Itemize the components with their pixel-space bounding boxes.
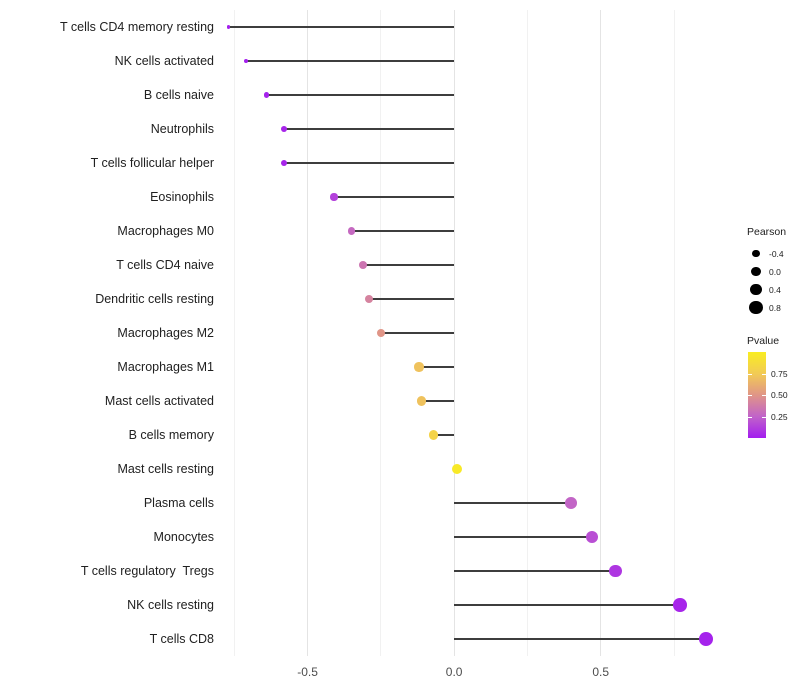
size-legend-dot bbox=[752, 249, 760, 258]
data-point bbox=[365, 294, 374, 304]
category-label: T cells CD8 bbox=[149, 632, 214, 646]
pvalue-colorbar bbox=[748, 352, 766, 438]
data-point bbox=[243, 58, 249, 64]
stem-line bbox=[266, 94, 455, 96]
stem-line bbox=[228, 26, 455, 28]
x-axis-tick-label: -0.5 bbox=[297, 665, 318, 679]
stem-line bbox=[454, 570, 616, 572]
category-label: B cells memory bbox=[128, 428, 214, 442]
category-label: Monocytes bbox=[153, 530, 214, 544]
category-label: T cells regulatory Tregs bbox=[80, 564, 214, 578]
category-label: Macrophages M0 bbox=[117, 224, 214, 238]
stem-line bbox=[380, 332, 455, 334]
category-label: T cells follicular helper bbox=[90, 156, 214, 170]
category-label: NK cells activated bbox=[114, 54, 214, 68]
data-point bbox=[673, 598, 687, 612]
category-label: Mast cells activated bbox=[104, 394, 214, 408]
stem-line bbox=[454, 536, 592, 538]
data-point bbox=[263, 92, 270, 98]
colorbar-tick-label: 0.25 bbox=[771, 411, 788, 422]
category-label: Eosinophils bbox=[150, 190, 214, 204]
data-point bbox=[585, 530, 598, 544]
stem-line bbox=[454, 604, 680, 606]
gridline bbox=[307, 10, 309, 656]
category-label: Mast cells resting bbox=[117, 462, 214, 476]
x-axis-tick-label: 0.5 bbox=[592, 665, 610, 679]
size-legend-label: -0.4 bbox=[769, 248, 784, 259]
gridline bbox=[453, 10, 455, 656]
data-point bbox=[281, 160, 287, 166]
category-label: T cells CD4 naive bbox=[116, 258, 214, 272]
data-point bbox=[226, 25, 231, 29]
stem-line bbox=[421, 400, 455, 402]
colorbar-tick-mark bbox=[748, 416, 752, 418]
stem-line bbox=[369, 298, 455, 300]
colorbar-tick-label: 0.50 bbox=[771, 390, 788, 400]
stem-line bbox=[245, 60, 455, 62]
category-label: B cells naive bbox=[143, 88, 214, 102]
category-label: NK cells resting bbox=[127, 598, 214, 612]
size-legend-label: 0.8 bbox=[769, 302, 781, 313]
category-label: Macrophages M2 bbox=[117, 326, 214, 340]
colorbar-tick-mark bbox=[748, 373, 752, 375]
data-point bbox=[565, 497, 578, 509]
size-legend-label: 0.4 bbox=[769, 284, 781, 295]
size-legend-label: 0.0 bbox=[769, 266, 781, 277]
size-legend-title: Pearson bbox=[747, 226, 787, 238]
category-label: Dendritic cells resting bbox=[95, 292, 214, 306]
size-legend-dot bbox=[749, 300, 763, 315]
data-point bbox=[452, 464, 463, 474]
stem-line bbox=[363, 264, 455, 266]
category-label: Plasma cells bbox=[143, 496, 214, 510]
stem-line bbox=[454, 638, 707, 640]
data-point bbox=[699, 632, 714, 646]
stem-line bbox=[351, 230, 455, 232]
data-point bbox=[330, 193, 338, 201]
gridline bbox=[233, 10, 235, 656]
colorbar-tick-mark bbox=[762, 373, 766, 375]
stem-line bbox=[333, 196, 455, 198]
data-point bbox=[428, 430, 439, 440]
colorbar-tick-mark bbox=[762, 416, 766, 418]
data-point bbox=[359, 261, 368, 269]
data-point bbox=[417, 396, 427, 406]
color-legend-title: Pvalue bbox=[747, 335, 780, 347]
category-label: Macrophages M1 bbox=[117, 360, 214, 374]
stem-line bbox=[433, 434, 455, 436]
category-label: T cells CD4 memory resting bbox=[60, 20, 214, 34]
colorbar-tick-mark bbox=[748, 395, 752, 396]
gridline bbox=[673, 10, 675, 656]
stem-line bbox=[418, 366, 455, 368]
stem-line bbox=[454, 502, 572, 504]
data-point bbox=[414, 362, 424, 372]
category-label: Neutrophils bbox=[150, 122, 214, 136]
size-legend-dot bbox=[750, 283, 762, 296]
x-axis-tick-label: 0.0 bbox=[445, 665, 463, 679]
gridline bbox=[526, 10, 528, 656]
data-point bbox=[347, 227, 356, 235]
data-point bbox=[376, 328, 385, 338]
colorbar-tick-label: 0.75 bbox=[771, 368, 788, 379]
size-legend-dot bbox=[751, 266, 761, 277]
data-point bbox=[609, 564, 622, 578]
stem-line bbox=[284, 128, 455, 130]
colorbar-tick-mark bbox=[762, 395, 766, 396]
data-point bbox=[281, 126, 287, 132]
stem-line bbox=[284, 162, 455, 164]
gridline bbox=[600, 10, 602, 656]
